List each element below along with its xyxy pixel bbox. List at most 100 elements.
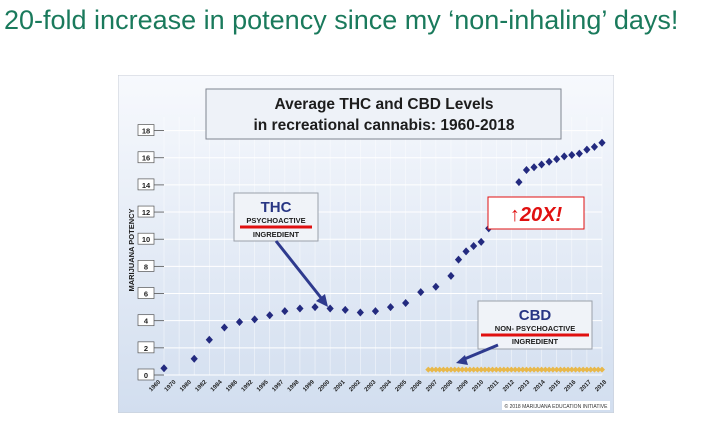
cbd-point <box>542 366 549 373</box>
chart-subtitle: in recreational cannabis: 1960-2018 <box>253 117 514 134</box>
cbd-point <box>599 366 605 373</box>
thc-point <box>568 151 576 160</box>
thc-point <box>432 282 440 291</box>
cbd-point <box>546 366 553 373</box>
cbd-annotation: CBD NON- PSYCHOACTIVE INGREDIENT <box>477 300 593 350</box>
thc-point <box>417 288 425 297</box>
cbd-point <box>432 366 439 373</box>
cbd-arrowhead <box>456 355 468 365</box>
cbd-point <box>595 366 602 373</box>
y-tick-box <box>137 178 155 191</box>
thc-sublabel-2: INGREDIENT <box>253 230 300 239</box>
thc-point <box>386 303 395 312</box>
thc-point <box>545 157 553 166</box>
cbd-point <box>425 366 432 373</box>
cbd-point <box>429 366 436 373</box>
thc-point <box>190 354 198 363</box>
thc-point <box>560 152 568 161</box>
cbd-point <box>515 366 522 373</box>
y-tick-label: 6 <box>144 290 148 299</box>
y-tick-box <box>137 232 155 245</box>
thc-point <box>537 160 546 169</box>
thc-point <box>522 165 531 174</box>
thc-point <box>583 145 591 154</box>
chart-credit: © 2018 MARIJUANA EDUCATION INITIATIVE <box>505 403 609 410</box>
cbd-series <box>425 366 605 373</box>
cbd-point <box>512 366 519 373</box>
y-tick-box <box>137 151 155 164</box>
y-axis-ticks: 0 2 4 6 8 10 12 14 16 18 <box>137 124 164 381</box>
y-tick-label: 12 <box>142 208 150 217</box>
thc-point <box>220 323 229 332</box>
cbd-point <box>485 366 492 373</box>
thc-point <box>311 303 319 312</box>
y-tick-box <box>137 260 155 272</box>
cbd-point <box>553 366 560 373</box>
thc-point <box>205 335 213 344</box>
cbd-point <box>591 366 598 373</box>
y-tick-box <box>137 314 155 327</box>
chart-title-box: Average THC and CBD Levels in recreation… <box>205 88 562 140</box>
cbd-point <box>557 366 564 373</box>
cbd-point <box>470 366 477 373</box>
cbd-point <box>489 366 496 373</box>
y-tick-label: 16 <box>142 154 150 163</box>
cbd-point <box>583 366 590 373</box>
thc-point <box>160 364 168 373</box>
y-axis-label: MARIJUANA POTENCY <box>127 208 136 291</box>
y-tick-label: 4 <box>144 317 149 326</box>
thc-point <box>235 318 244 327</box>
cbd-point <box>519 366 526 373</box>
cbd-point <box>508 366 515 373</box>
y-tick-label: 18 <box>142 127 150 136</box>
thc-sublabel: PSYCHOACTIVE <box>246 216 305 225</box>
thc-point <box>515 178 523 187</box>
thc-point <box>462 247 470 256</box>
cbd-point <box>531 366 538 373</box>
cbd-point <box>523 366 530 373</box>
y-tick-box <box>137 287 155 299</box>
thc-point <box>553 155 561 164</box>
cbd-point <box>436 366 443 373</box>
cbd-point <box>549 366 556 373</box>
y-tick-label: 10 <box>142 235 150 244</box>
cbd-point <box>561 366 568 373</box>
thc-arrow <box>274 240 324 300</box>
slide-title: 20-fold increase in potency since my ‘no… <box>4 5 679 35</box>
cbd-point <box>500 366 507 373</box>
thc-annotation: THC PSYCHOACTIVE INGREDIENT <box>233 192 319 242</box>
thc-point <box>590 142 599 151</box>
cbd-point <box>444 366 451 373</box>
thc-point <box>296 304 304 313</box>
cbd-point <box>587 366 594 373</box>
cbd-label: CBD <box>519 307 552 324</box>
thc-arrowhead <box>316 294 328 307</box>
thc-point <box>575 149 583 158</box>
thc-point <box>281 307 289 316</box>
cbd-point <box>451 366 458 373</box>
cbd-point <box>481 366 488 373</box>
cbd-point <box>534 366 541 373</box>
callout-text: ↑20X! <box>510 204 563 226</box>
thc-point <box>326 304 334 313</box>
cbd-point <box>504 366 511 373</box>
cbd-point <box>478 366 485 373</box>
thc-point <box>530 163 538 172</box>
cbd-point <box>493 366 500 373</box>
cbd-point <box>527 366 534 373</box>
thc-point <box>447 271 455 280</box>
cbd-point <box>576 366 583 373</box>
y-tick-label: 14 <box>142 181 151 190</box>
cbd-point <box>447 366 454 373</box>
cbd-point <box>572 366 579 373</box>
thc-point <box>454 255 463 264</box>
cbd-point <box>455 366 462 373</box>
callout-box: ↑20X! <box>487 196 585 230</box>
y-tick-label: 8 <box>144 262 148 271</box>
cbd-point <box>466 366 473 373</box>
y-tick-label: 2 <box>144 344 148 353</box>
cbd-sublabel-2: INGREDIENT <box>512 337 559 346</box>
thc-label: THC <box>261 199 292 216</box>
thc-point <box>402 299 410 308</box>
